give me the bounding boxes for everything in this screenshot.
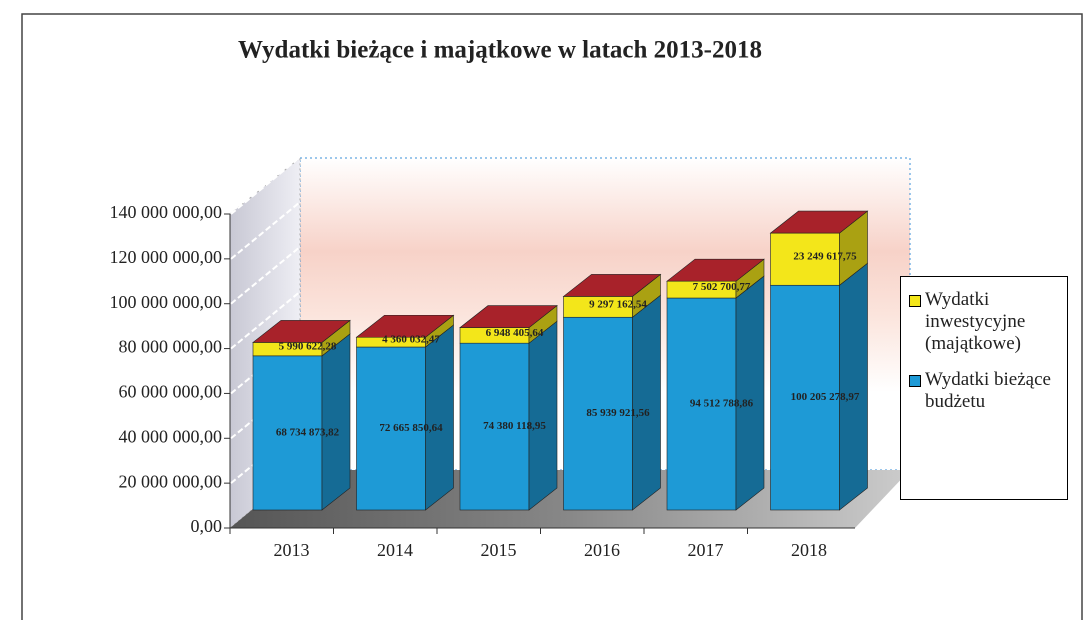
bar-segment — [666, 297, 737, 511]
x-tick-label: 2015 — [481, 540, 517, 560]
y-tick-label: 0,00 — [191, 516, 223, 536]
chart-title: Wydatki bieżące i majątkowe w latach 201… — [238, 37, 762, 64]
legend-swatch — [909, 375, 921, 387]
data-label: 85 939 921,56 — [586, 407, 650, 419]
bar-top — [666, 258, 765, 282]
legend-item: Wydatki bieżące budżetu — [909, 369, 1061, 413]
grid-line — [230, 157, 300, 215]
x-tick-label: 2014 — [377, 540, 413, 560]
bar-top — [252, 320, 351, 343]
frame — [21, 13, 1083, 620]
x-tick-label: 2013 — [274, 540, 310, 560]
bar-side — [839, 262, 868, 511]
bar-segment — [459, 342, 530, 511]
data-label: 4 360 032,47 — [382, 334, 440, 346]
y-tick-label: 100 000 000,00 — [110, 292, 223, 312]
legend-swatch — [909, 295, 921, 307]
grid-line — [230, 246, 300, 305]
grid-line — [230, 291, 300, 350]
data-label: 100 205 278,97 — [791, 391, 860, 403]
bar-segment — [770, 284, 840, 511]
bar-top — [769, 210, 869, 234]
y-tick-label: 80 000 000,00 — [119, 337, 223, 357]
bar-top — [562, 274, 662, 297]
bar-top — [459, 305, 558, 328]
data-label: 7 502 700,77 — [693, 281, 751, 293]
y-tick-label: 40 000 000,00 — [119, 426, 223, 446]
data-label: 68 734 873,82 — [276, 426, 340, 438]
data-label: 6 948 405,64 — [486, 327, 544, 339]
bar-side — [425, 324, 454, 511]
bar-side — [632, 294, 661, 511]
data-label: 72 665 850,64 — [379, 422, 443, 434]
data-label: 23 249 617,75 — [793, 251, 857, 263]
y-tick-label: 120 000 000,00 — [110, 247, 223, 267]
bar-side — [528, 320, 558, 511]
y-tick-label: 20 000 000,00 — [119, 471, 223, 491]
bar-side — [735, 275, 765, 511]
bar-segment — [356, 346, 426, 511]
y-tick-label: 140 000 000,00 — [110, 202, 223, 222]
legend: Wydatki inwestycyjne (majątkowe) Wydatki … — [900, 276, 1068, 500]
bar-segment — [252, 355, 323, 511]
x-tick-label: 2017 — [688, 540, 724, 560]
legend-label: Wydatki inwestycyjne (majątkowe) — [925, 289, 1026, 354]
y-tick-label: 60 000 000,00 — [119, 382, 223, 402]
grid-line — [230, 202, 300, 260]
data-label: 74 380 118,95 — [483, 420, 546, 432]
data-label: 94 512 788,86 — [690, 398, 754, 410]
data-label: 9 297 162,54 — [589, 298, 647, 310]
legend-item: Wydatki inwestycyjne (majątkowe) — [909, 289, 1061, 355]
bar-side — [321, 333, 351, 511]
data-label: 5 990 622,28 — [279, 341, 337, 353]
legend-label: Wydatki bieżące budżetu — [925, 369, 1051, 412]
bar-top — [355, 314, 455, 338]
x-tick-label: 2018 — [791, 540, 827, 560]
bar-segment — [563, 316, 633, 511]
x-tick-label: 2016 — [584, 540, 620, 560]
